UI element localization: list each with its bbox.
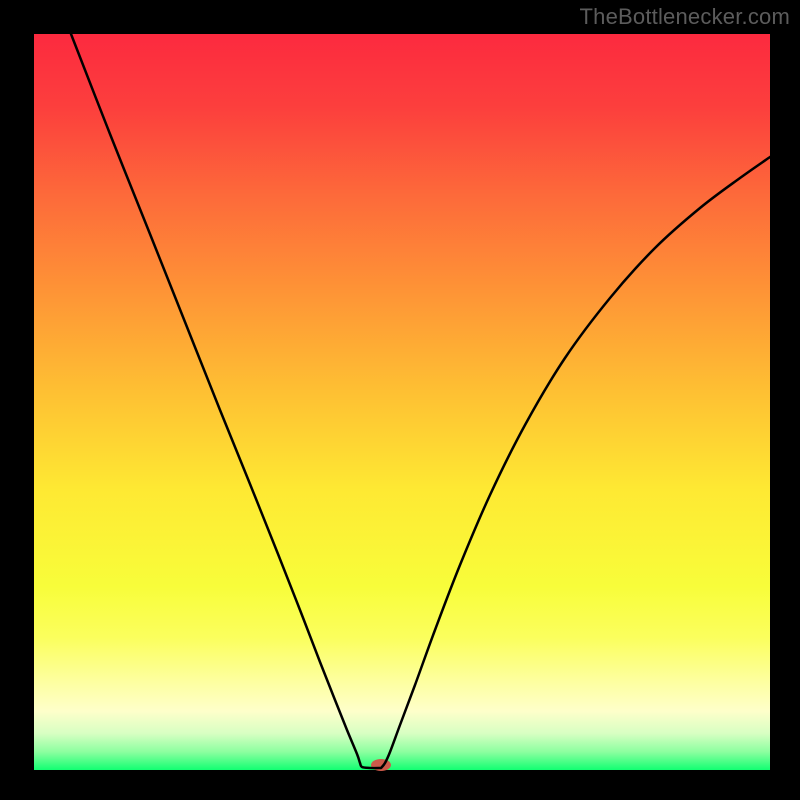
- gradient-background: [34, 34, 770, 770]
- watermark-text: TheBottlenecker.com: [580, 4, 790, 30]
- figure-container: TheBottlenecker.com: [0, 0, 800, 800]
- v-curve-chart: [0, 0, 800, 800]
